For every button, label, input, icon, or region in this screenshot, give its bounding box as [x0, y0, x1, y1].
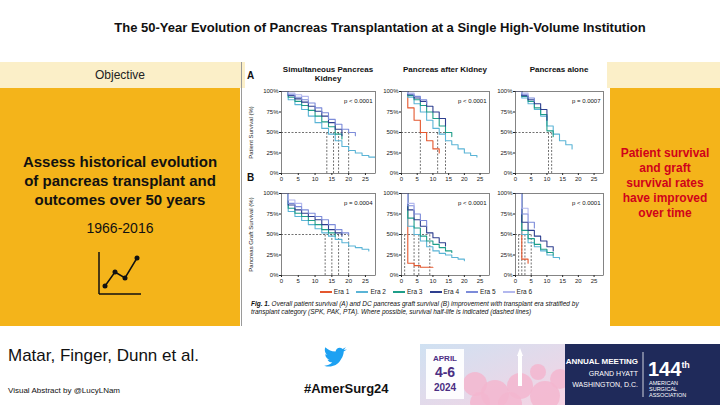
- html-text:Objective: Objective: [95, 68, 145, 82]
- svg-text:25%: 25%: [266, 252, 279, 258]
- svg-text:15: 15: [445, 176, 452, 182]
- svg-text:100%: 100%: [497, 88, 513, 94]
- svg-text:Pancreas Graft Survival (%): Pancreas Graft Survival (%): [248, 197, 254, 271]
- svg-text:p < 0.0001: p < 0.0001: [458, 200, 487, 206]
- svg-text:0: 0: [400, 278, 404, 284]
- svg-text:15: 15: [329, 176, 336, 182]
- svg-text:10: 10: [430, 278, 437, 284]
- svg-text:100%: 100%: [383, 88, 399, 94]
- svg-text:5: 5: [530, 176, 534, 182]
- svg-text:25%: 25%: [386, 150, 399, 156]
- svg-text:100%: 100%: [497, 190, 513, 196]
- svg-text:0%: 0%: [390, 272, 399, 278]
- svg-text:ANNUAL MEETINGGRAND HYATTWASHI: ANNUAL MEETINGGRAND HYATTWASHINGTON, D.C…: [566, 357, 639, 388]
- svg-text:75%: 75%: [386, 211, 399, 217]
- svg-text:25%: 25%: [500, 150, 513, 156]
- svg-text:0: 0: [514, 176, 518, 182]
- svg-text:10: 10: [430, 176, 437, 182]
- svg-text:10: 10: [312, 176, 319, 182]
- svg-text:100%: 100%: [383, 190, 399, 196]
- svg-text:APRIL4-62024: APRIL4-62024: [433, 354, 457, 393]
- html-text:Patient survival and graft sur: Patient survival and graft survival rate…: [620, 146, 710, 220]
- svg-text:0%: 0%: [504, 272, 513, 278]
- svg-text:15: 15: [559, 278, 566, 284]
- svg-text:50%: 50%: [266, 231, 279, 237]
- svg-text:20: 20: [345, 278, 352, 284]
- svg-text:25: 25: [362, 176, 369, 182]
- svg-text:0%: 0%: [270, 272, 279, 278]
- svg-text:20: 20: [461, 278, 468, 284]
- svg-text:50%: 50%: [500, 129, 513, 135]
- html-text:Matar, Finger, Dunn et al.: Matar, Finger, Dunn et al.: [8, 346, 199, 365]
- html-text:Era 2: Era 2: [370, 288, 386, 295]
- svg-text:100%: 100%: [263, 88, 279, 94]
- svg-text:0: 0: [514, 278, 518, 284]
- svg-text:75%: 75%: [500, 211, 513, 217]
- svg-text:25: 25: [591, 176, 598, 182]
- html-text:A: A: [247, 70, 255, 81]
- html-text:Era 6: Era 6: [516, 288, 533, 295]
- svg-text:p = 0.0007: p = 0.0007: [572, 98, 601, 104]
- svg-text:75%: 75%: [500, 109, 513, 115]
- svg-text:5: 5: [416, 176, 420, 182]
- svg-text:25%: 25%: [266, 150, 279, 156]
- svg-text:50%: 50%: [386, 129, 399, 135]
- svg-text:10: 10: [544, 278, 551, 284]
- svg-text:AMERICANSURGICALASSOCIATION: AMERICANSURGICALASSOCIATION: [649, 380, 686, 398]
- svg-text:10: 10: [544, 176, 551, 182]
- svg-text:15: 15: [329, 278, 336, 284]
- svg-text:25: 25: [477, 278, 484, 284]
- svg-text:p < 0.0001: p < 0.0001: [458, 98, 487, 104]
- html-text:The 50-Year Evolution of Pancr: The 50-Year Evolution of Pancreas Transp…: [114, 20, 646, 35]
- html-text:Simultaneous Pancreas Kidney: Simultaneous Pancreas Kidney: [282, 65, 374, 83]
- svg-text:25%: 25%: [386, 252, 399, 258]
- html-text:Visual Abstract by @LucyLNam: Visual Abstract by @LucyLNam: [8, 386, 120, 395]
- svg-text:20: 20: [575, 176, 582, 182]
- svg-text:20: 20: [575, 278, 582, 284]
- svg-text:25: 25: [591, 278, 598, 284]
- html-text:Fig. 1. Overall patient surviv: Fig. 1. Overall patient survival (A) and…: [251, 300, 579, 315]
- html-text:1966-2016: 1966-2016: [86, 220, 154, 236]
- svg-text:10: 10: [312, 278, 319, 284]
- svg-text:0: 0: [400, 176, 404, 182]
- html-text:B: B: [247, 172, 255, 183]
- svg-text:20: 20: [461, 176, 468, 182]
- svg-text:50%: 50%: [266, 129, 279, 135]
- svg-text:75%: 75%: [266, 211, 279, 217]
- svg-text:20: 20: [345, 176, 352, 182]
- svg-text:25: 25: [477, 176, 484, 182]
- svg-text:0: 0: [280, 278, 284, 284]
- svg-text:75%: 75%: [266, 109, 279, 115]
- svg-text:p < 0.0001: p < 0.0001: [344, 98, 373, 104]
- svg-text:0%: 0%: [270, 170, 279, 176]
- svg-text:75%: 75%: [386, 109, 399, 115]
- html-text:#AmerSurg24: #AmerSurg24: [304, 381, 389, 396]
- html-text:Era 3: Era 3: [407, 288, 423, 295]
- svg-text:50%: 50%: [500, 231, 513, 237]
- html-text:Pancreas after Kidney: Pancreas after Kidney: [403, 65, 487, 74]
- svg-text:144th: 144th: [648, 358, 690, 380]
- html-text:Assess historical evolution of: Assess historical evolution of pancreas …: [22, 153, 218, 208]
- svg-text:0: 0: [280, 176, 284, 182]
- html-text:Era 1: Era 1: [333, 288, 350, 295]
- svg-text:15: 15: [559, 176, 566, 182]
- svg-text:5: 5: [416, 278, 420, 284]
- svg-text:15: 15: [445, 278, 452, 284]
- svg-text:5: 5: [297, 278, 301, 284]
- svg-text:0%: 0%: [390, 170, 399, 176]
- svg-text:5: 5: [530, 278, 534, 284]
- svg-text:50%: 50%: [386, 231, 399, 237]
- html-text:Pancreas alone: Pancreas alone: [529, 65, 589, 74]
- svg-text:25%: 25%: [500, 252, 513, 258]
- svg-text:Patient Survival (%): Patient Survival (%): [248, 106, 254, 159]
- html-text:Era 5: Era 5: [480, 288, 496, 295]
- svg-text:p < 0.0001: p < 0.0001: [572, 200, 601, 206]
- svg-text:0%: 0%: [504, 170, 513, 176]
- svg-text:25: 25: [362, 278, 369, 284]
- svg-text:p = 0.0004: p = 0.0004: [344, 200, 373, 206]
- svg-text:100%: 100%: [263, 190, 279, 196]
- html-text:Era 4: Era 4: [443, 288, 459, 295]
- svg-text:5: 5: [297, 176, 301, 182]
